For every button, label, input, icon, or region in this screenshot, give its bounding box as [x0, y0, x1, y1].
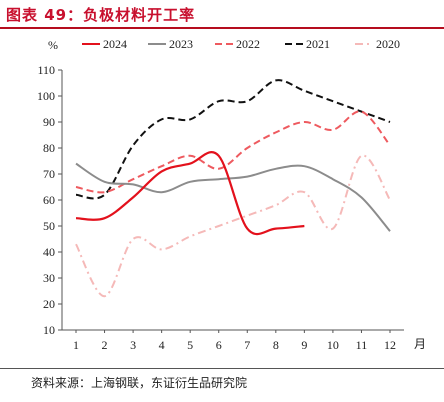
series-line-2023 — [75, 162, 391, 232]
x-tick-label: 3 — [130, 338, 136, 352]
x-tick-label: 8 — [273, 338, 279, 352]
y-tick-label: 80 — [43, 141, 55, 155]
series-line-2020 — [75, 154, 391, 298]
y-tick-label: 50 — [43, 219, 55, 233]
y-tick-label: 60 — [43, 193, 55, 207]
x-tick-label: 4 — [159, 338, 165, 352]
x-tick-label: 11 — [356, 338, 368, 352]
y-tick-label: 70 — [43, 167, 55, 181]
y-tick-label: 40 — [43, 245, 55, 259]
y-tick-label: 90 — [43, 115, 55, 129]
legend-label-2021: 2021 — [306, 37, 330, 51]
y-tick-label: 110 — [37, 63, 55, 77]
x-tick-label: 12 — [384, 338, 396, 352]
x-tick-label: 2 — [102, 338, 108, 352]
x-tick-label: 7 — [244, 338, 250, 352]
x-tick-label: 1 — [73, 338, 79, 352]
y-tick-label: 30 — [43, 271, 55, 285]
legend-label-2024: 2024 — [103, 37, 127, 51]
series-line-2021 — [75, 79, 391, 200]
x-tick-label: 10 — [327, 338, 339, 352]
x-tick-label: 5 — [187, 338, 193, 352]
source-note: 资料来源：上海钢联，东证衍生品研究院 — [31, 376, 248, 390]
series-line-2024 — [75, 151, 305, 236]
footer-divider — [0, 368, 444, 369]
y-unit-label: % — [48, 38, 58, 52]
x-tick-label: 6 — [216, 338, 222, 352]
legend-label-2022: 2022 — [236, 37, 260, 51]
y-tick-label: 100 — [37, 89, 55, 103]
x-tick-label: 9 — [301, 338, 307, 352]
series-line-2022 — [75, 110, 391, 194]
y-tick-label: 20 — [43, 297, 55, 311]
legend-label-2020: 2020 — [376, 37, 400, 51]
y-tick-label: 10 — [43, 323, 55, 337]
legend-label-2023: 2023 — [169, 37, 193, 51]
title-divider — [0, 27, 444, 29]
chart-title: 图表 49：负极材料开工率 — [6, 6, 196, 24]
x-unit-label: 月 — [414, 337, 426, 351]
